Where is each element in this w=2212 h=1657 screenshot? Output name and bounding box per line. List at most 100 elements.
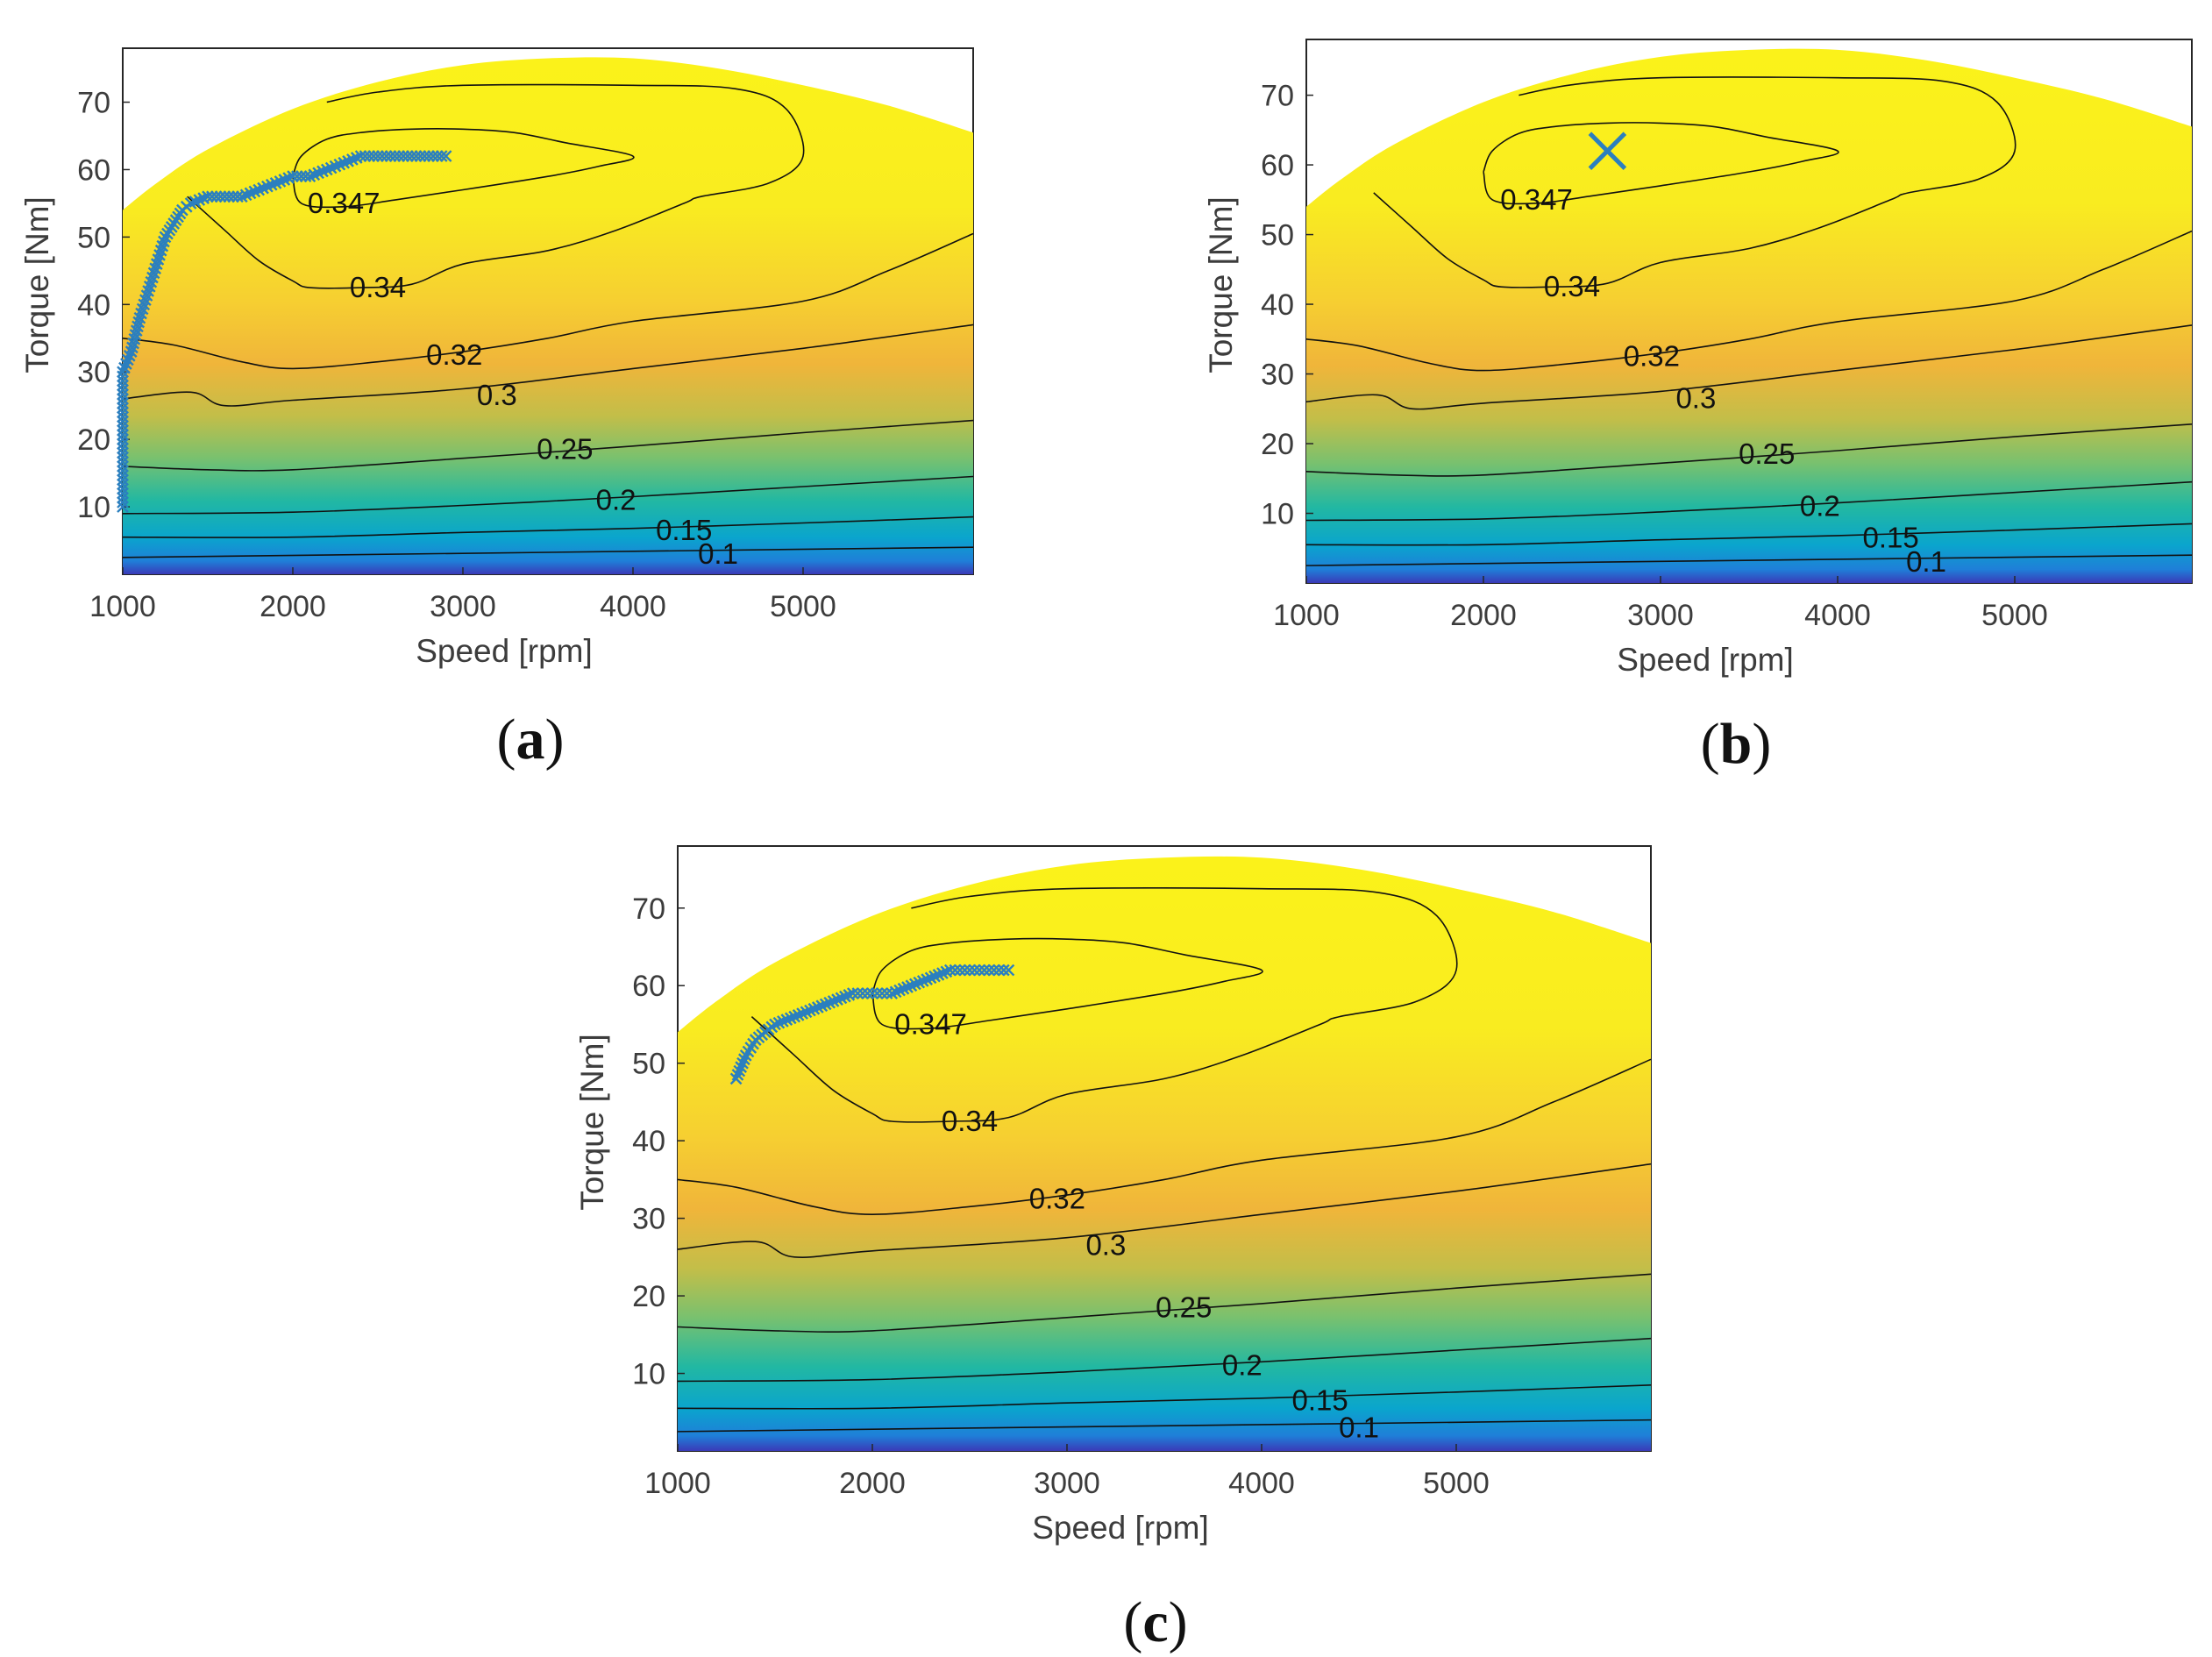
contour-line-0.34 bbox=[187, 83, 805, 289]
efficiency-fill bbox=[678, 856, 1651, 1451]
trajectory-marker bbox=[117, 491, 129, 504]
y-tick-label: 70 bbox=[77, 87, 110, 120]
x-tick-label: 2000 bbox=[260, 590, 326, 623]
panel-label-open-paren: ( bbox=[1123, 1590, 1142, 1654]
trajectory-marker bbox=[987, 964, 1000, 977]
trajectory-marker bbox=[784, 1012, 797, 1025]
contour-line-0.347 bbox=[292, 128, 635, 209]
trajectory-marker bbox=[117, 487, 129, 500]
efficiency-fill bbox=[1306, 48, 2192, 583]
trajectory-marker bbox=[214, 190, 227, 203]
trajectory-marker bbox=[819, 998, 832, 1011]
trajectory-marker bbox=[1002, 964, 1015, 977]
x-tick-label: 3000 bbox=[1627, 599, 1694, 632]
trajectory-marker bbox=[380, 150, 393, 162]
trajectory-marker bbox=[117, 402, 129, 415]
y-tick-label: 60 bbox=[1261, 149, 1294, 182]
contour-line-0.3 bbox=[123, 324, 973, 407]
trajectory-marker bbox=[876, 987, 888, 999]
contour-label: 0.347 bbox=[894, 1007, 967, 1040]
trajectory-marker bbox=[367, 150, 380, 162]
trajectory-marker bbox=[431, 150, 444, 162]
trajectory-marker bbox=[405, 150, 418, 162]
operating-trajectory bbox=[117, 150, 452, 513]
efficiency-map bbox=[1306, 48, 2192, 583]
contour-label: 0.25 bbox=[1156, 1291, 1212, 1323]
trajectory-marker bbox=[397, 150, 409, 162]
contour-line-0.34 bbox=[1373, 76, 2016, 288]
trajectory-marker bbox=[807, 1002, 821, 1015]
contour-line-0.347 bbox=[871, 937, 1263, 1030]
contour-label: 0.34 bbox=[350, 271, 406, 303]
trajectory-marker bbox=[964, 964, 976, 977]
trajectory-marker bbox=[117, 442, 129, 455]
panel-label: (a) bbox=[497, 708, 565, 772]
trajectory-marker bbox=[128, 332, 141, 345]
contour-line-0.2 bbox=[123, 475, 973, 515]
trajectory-marker bbox=[414, 150, 427, 162]
y-tick-label: 20 bbox=[1261, 428, 1294, 461]
trajectory-marker bbox=[376, 150, 388, 162]
trajectory-marker bbox=[897, 982, 910, 995]
x-axis-label: Speed [rpm] bbox=[1032, 1510, 1209, 1546]
trajectory-marker bbox=[735, 1061, 747, 1073]
y-axis-label: Torque [Nm] bbox=[19, 196, 55, 373]
x-axis-label: Speed [rpm] bbox=[416, 633, 593, 669]
trajectory-marker bbox=[958, 964, 971, 977]
panel-label-open-paren: ( bbox=[1701, 712, 1720, 776]
trajectory-marker bbox=[815, 999, 829, 1013]
trajectory-marker bbox=[129, 329, 142, 341]
trajectory-marker bbox=[998, 964, 1010, 977]
trajectory-marker bbox=[287, 170, 299, 183]
trajectory-marker bbox=[800, 1006, 813, 1019]
y-tick-label: 10 bbox=[77, 491, 110, 524]
trajectory-marker bbox=[788, 1010, 801, 1023]
trajectory-marker bbox=[354, 150, 367, 162]
trajectory-marker bbox=[916, 975, 929, 987]
trajectory-marker bbox=[117, 429, 129, 441]
trajectory-marker bbox=[117, 455, 129, 468]
trajectory-marker bbox=[978, 964, 991, 977]
contour-label: 0.32 bbox=[1624, 340, 1680, 373]
x-tick-label: 5000 bbox=[1981, 599, 2048, 632]
y-tick-label: 20 bbox=[77, 423, 110, 457]
trajectory-marker bbox=[857, 987, 869, 999]
trajectory-marker bbox=[372, 150, 384, 162]
trajectory-marker bbox=[202, 190, 214, 203]
optimum-point-marker bbox=[1588, 132, 1627, 170]
contour-line-0.15 bbox=[678, 1384, 1651, 1410]
contour-label: 0.2 bbox=[596, 483, 637, 516]
x-tick-label: 1000 bbox=[644, 1467, 711, 1500]
trajectory-marker bbox=[992, 964, 1006, 977]
trajectory-marker bbox=[886, 987, 899, 999]
trajectory-marker bbox=[117, 397, 129, 409]
x-tick-label: 2000 bbox=[1450, 599, 1517, 632]
contour-line-0.32 bbox=[1306, 230, 2192, 372]
trajectory-marker bbox=[772, 1016, 786, 1029]
contour-line-0.15 bbox=[1306, 523, 2192, 546]
trajectory-marker bbox=[126, 341, 139, 354]
trajectory-marker bbox=[117, 469, 129, 482]
trajectory-marker bbox=[117, 424, 129, 437]
contour-label: 0.25 bbox=[1739, 437, 1795, 470]
trajectory-marker bbox=[117, 393, 129, 405]
trajectory-marker bbox=[729, 1072, 743, 1085]
trajectory-marker bbox=[835, 992, 848, 1005]
trajectory-marker bbox=[846, 987, 859, 999]
contour-label: 0.2 bbox=[1800, 490, 1840, 523]
y-tick-label: 50 bbox=[77, 221, 110, 254]
contour-line-0.3 bbox=[678, 1163, 1651, 1258]
trajectory-marker bbox=[780, 1013, 793, 1026]
contour-label: 0.32 bbox=[1029, 1183, 1085, 1215]
trajectory-marker bbox=[418, 150, 431, 162]
trajectory-marker bbox=[388, 150, 402, 162]
trajectory-marker bbox=[117, 419, 129, 432]
trajectory-marker bbox=[731, 1069, 744, 1081]
x-tick-label: 5000 bbox=[1423, 1467, 1490, 1500]
efficiency-fill bbox=[123, 57, 973, 574]
trajectory-marker bbox=[117, 379, 129, 392]
trajectory-marker bbox=[905, 979, 918, 992]
trajectory-marker bbox=[968, 964, 981, 977]
panel-label-close-paren: ) bbox=[1752, 712, 1771, 776]
